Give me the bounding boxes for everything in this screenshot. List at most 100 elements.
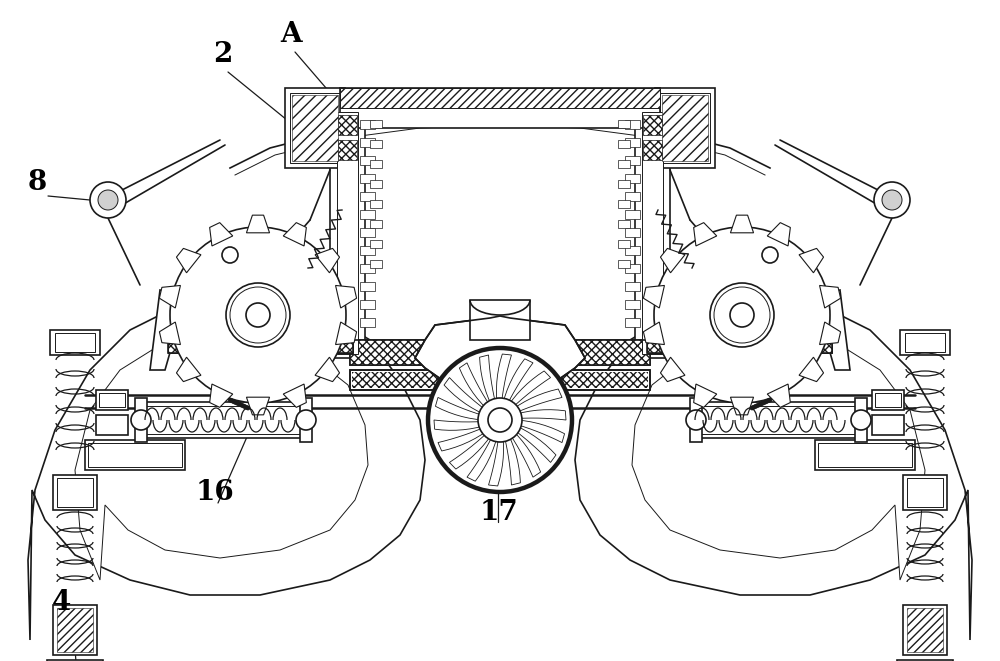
Bar <box>815 440 915 470</box>
Bar <box>360 228 375 237</box>
Bar <box>370 240 382 248</box>
Circle shape <box>752 405 756 409</box>
Bar <box>370 120 382 128</box>
Circle shape <box>296 410 316 430</box>
Circle shape <box>236 402 240 406</box>
Polygon shape <box>438 427 487 451</box>
Bar <box>350 340 650 365</box>
Bar <box>292 95 338 161</box>
Bar <box>655 88 715 168</box>
Bar <box>625 192 640 201</box>
Bar <box>53 475 97 510</box>
Polygon shape <box>767 384 790 407</box>
Polygon shape <box>75 338 368 580</box>
Polygon shape <box>509 371 551 408</box>
Text: 17: 17 <box>480 499 519 526</box>
Polygon shape <box>315 357 340 381</box>
Polygon shape <box>516 420 565 443</box>
Bar <box>360 210 375 219</box>
Bar <box>470 300 530 340</box>
Polygon shape <box>730 397 754 415</box>
Circle shape <box>874 182 910 218</box>
Circle shape <box>173 230 343 400</box>
Bar <box>855 398 867 442</box>
Bar <box>360 282 375 291</box>
Polygon shape <box>694 384 717 407</box>
Polygon shape <box>246 215 270 233</box>
Bar <box>135 398 147 442</box>
Bar <box>625 156 640 165</box>
Polygon shape <box>283 384 306 407</box>
Polygon shape <box>336 286 357 308</box>
Circle shape <box>714 287 770 343</box>
Bar <box>370 160 382 168</box>
Bar <box>360 300 375 309</box>
Polygon shape <box>513 389 562 413</box>
Polygon shape <box>415 316 585 400</box>
Polygon shape <box>799 357 824 381</box>
Polygon shape <box>516 410 566 420</box>
Bar <box>290 93 340 163</box>
Bar <box>360 174 375 183</box>
Bar <box>300 398 312 442</box>
Bar <box>897 660 953 661</box>
Polygon shape <box>694 223 717 246</box>
Circle shape <box>241 404 245 408</box>
Circle shape <box>488 408 512 432</box>
Bar <box>875 393 901 407</box>
Polygon shape <box>28 300 425 640</box>
Circle shape <box>170 227 346 403</box>
Bar <box>57 478 93 507</box>
Polygon shape <box>514 426 556 463</box>
Bar <box>340 88 660 128</box>
Bar <box>618 260 630 268</box>
Circle shape <box>478 398 522 442</box>
Circle shape <box>768 398 772 402</box>
Polygon shape <box>150 290 182 370</box>
Bar <box>96 415 128 435</box>
Bar <box>818 443 912 467</box>
Circle shape <box>235 401 239 405</box>
Text: A: A <box>280 21 302 48</box>
Bar <box>168 338 353 353</box>
Circle shape <box>686 410 706 430</box>
Circle shape <box>226 283 290 347</box>
Circle shape <box>246 406 250 410</box>
Bar <box>370 260 382 268</box>
Bar <box>625 318 640 327</box>
Bar <box>285 88 345 168</box>
Bar <box>338 115 357 135</box>
Circle shape <box>239 403 243 407</box>
Circle shape <box>761 401 765 405</box>
Bar <box>642 112 663 354</box>
Bar <box>50 330 100 355</box>
Bar <box>660 93 710 163</box>
Polygon shape <box>435 397 484 420</box>
Polygon shape <box>480 355 496 405</box>
Polygon shape <box>643 322 664 344</box>
Bar <box>690 398 702 442</box>
Circle shape <box>243 405 247 408</box>
Bar <box>360 138 375 147</box>
Polygon shape <box>246 397 270 415</box>
Bar <box>145 406 300 434</box>
Bar <box>618 180 630 188</box>
Polygon shape <box>467 436 497 481</box>
Bar <box>57 608 93 652</box>
Circle shape <box>657 230 827 400</box>
Bar <box>360 246 375 255</box>
Circle shape <box>710 283 774 347</box>
Circle shape <box>222 247 238 263</box>
Polygon shape <box>415 316 585 400</box>
Circle shape <box>758 403 762 407</box>
Bar <box>53 605 97 655</box>
Bar <box>700 406 855 434</box>
Bar <box>635 108 670 358</box>
Bar <box>350 370 650 390</box>
Bar <box>330 108 365 358</box>
Bar <box>360 192 375 201</box>
Bar <box>340 88 660 108</box>
Text: 2: 2 <box>213 41 232 68</box>
Bar <box>647 338 832 353</box>
Bar <box>872 390 904 410</box>
